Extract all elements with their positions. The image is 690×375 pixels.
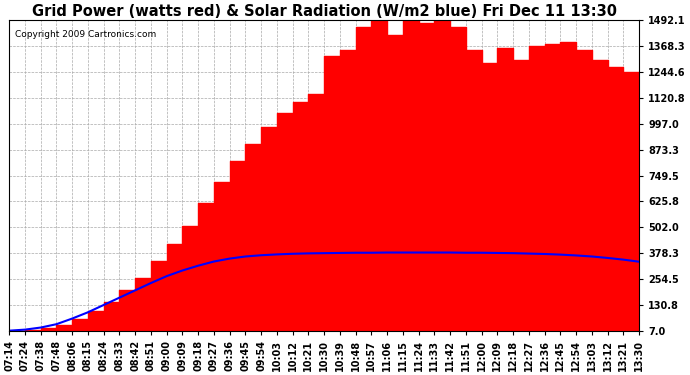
Text: Copyright 2009 Cartronics.com: Copyright 2009 Cartronics.com	[15, 30, 157, 39]
Title: Grid Power (watts red) & Solar Radiation (W/m2 blue) Fri Dec 11 13:30: Grid Power (watts red) & Solar Radiation…	[32, 4, 617, 19]
